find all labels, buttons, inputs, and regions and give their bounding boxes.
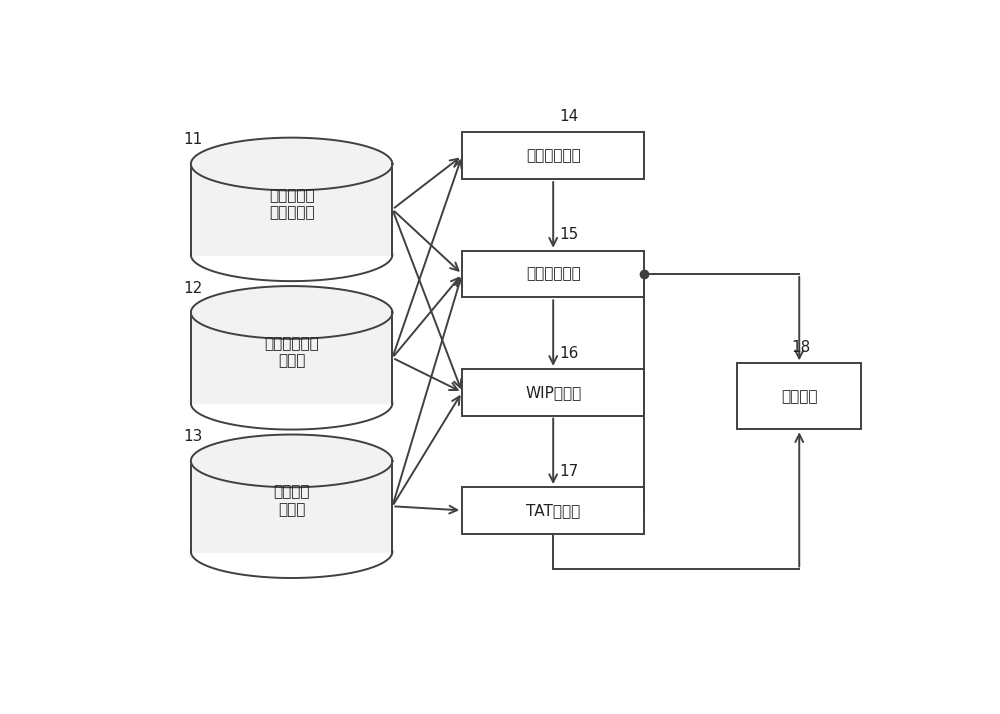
Text: 14: 14 <box>559 109 578 124</box>
Bar <box>462 132 644 179</box>
Text: 输出装置: 输出装置 <box>781 389 818 404</box>
Polygon shape <box>191 313 392 403</box>
Text: 13: 13 <box>183 429 202 444</box>
Bar <box>462 487 644 534</box>
Text: 15: 15 <box>559 227 578 242</box>
Text: 到达数据
存储部: 到达数据 存储部 <box>273 485 310 517</box>
Text: 12: 12 <box>183 281 202 296</box>
Text: 工序列构成
数据存储部: 工序列构成 数据存储部 <box>269 188 314 220</box>
Text: TAT计算部: TAT计算部 <box>526 503 580 518</box>
Text: 16: 16 <box>559 346 578 361</box>
Bar <box>737 363 861 429</box>
Text: 生产率计算部: 生产率计算部 <box>526 266 581 281</box>
Polygon shape <box>191 164 392 255</box>
Bar <box>462 369 644 416</box>
Text: 装置能力数据
存储部: 装置能力数据 存储部 <box>264 336 319 368</box>
Text: 11: 11 <box>183 132 202 147</box>
Text: WIP计算部: WIP计算部 <box>525 385 581 400</box>
Text: 17: 17 <box>559 464 578 479</box>
Polygon shape <box>191 435 392 487</box>
Polygon shape <box>191 461 392 552</box>
Text: 待机率计算部: 待机率计算部 <box>526 149 581 164</box>
Bar <box>462 251 644 297</box>
Polygon shape <box>191 138 392 191</box>
Polygon shape <box>191 286 392 339</box>
Text: 18: 18 <box>792 340 811 355</box>
